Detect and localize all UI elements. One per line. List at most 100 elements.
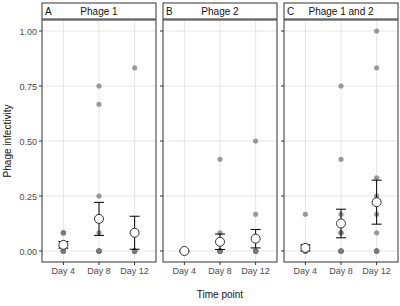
point [253, 248, 258, 253]
error-cap [372, 224, 382, 225]
point [253, 248, 258, 253]
marks [300, 28, 381, 253]
point [96, 248, 101, 253]
x-tick [99, 262, 100, 265]
point [253, 248, 258, 253]
marks [58, 65, 139, 253]
mean-point [130, 228, 139, 237]
error-cap [336, 237, 346, 238]
point [253, 248, 258, 253]
error-cap [130, 216, 140, 217]
error-cap [215, 234, 225, 235]
point [253, 248, 258, 253]
y-tick [39, 141, 42, 142]
point [96, 102, 101, 107]
point [338, 83, 343, 88]
grid-line-x [134, 20, 135, 262]
error-bar [372, 180, 382, 224]
plot-frame [284, 20, 398, 262]
point [132, 65, 137, 70]
plot-frame [163, 20, 277, 262]
y-tick [160, 251, 163, 252]
mean-point [216, 237, 225, 246]
error-cap [215, 249, 225, 250]
mean-point [95, 214, 104, 223]
point [374, 248, 379, 253]
grid-line-x [184, 20, 185, 262]
mean-point [372, 198, 381, 207]
figure: APhage 10.000.250.500.751.00Day 4Day 8Da… [0, 0, 400, 306]
y-tick [281, 196, 284, 197]
error-cap [94, 202, 104, 203]
y-tick [281, 141, 284, 142]
point [374, 175, 379, 180]
point [374, 248, 379, 253]
y-tick-label: 0.00 [19, 247, 37, 257]
point [96, 193, 101, 198]
point [253, 212, 258, 217]
error-cap [372, 180, 382, 181]
y-tick [160, 86, 163, 87]
marks [179, 138, 260, 255]
error-bar [251, 229, 261, 247]
point [61, 230, 66, 235]
point [61, 230, 66, 235]
y-tick [39, 196, 42, 197]
grid-line-x [99, 20, 100, 262]
mean-point [337, 219, 346, 228]
panel: APhage 10.000.250.500.751.00Day 4Day 8Da… [2, 3, 156, 276]
point [338, 248, 343, 253]
x-tick [305, 262, 306, 265]
error-bar [336, 209, 346, 238]
point [61, 230, 66, 235]
y-tick [281, 31, 284, 32]
strip-title: Phage 2 [201, 6, 239, 17]
point [338, 248, 343, 253]
point [338, 157, 343, 162]
panel-label: C [287, 6, 294, 17]
y-tick [39, 86, 42, 87]
point [374, 248, 379, 253]
strip [163, 3, 277, 19]
point [253, 248, 258, 253]
point [338, 248, 343, 253]
error-cap [251, 229, 261, 230]
x-tick [376, 262, 377, 265]
x-tick-label: Day 8 [208, 266, 232, 276]
point [96, 248, 101, 253]
error-cap [251, 247, 261, 248]
x-tick-label: Day 8 [329, 266, 353, 276]
x-tick-label: Day 8 [87, 266, 111, 276]
point [96, 83, 101, 88]
grid-line-x [305, 20, 306, 262]
error-bar [94, 202, 104, 235]
point [374, 248, 379, 253]
y-tick-label: 0.75 [19, 82, 37, 92]
strip-title: Phage 1 and 2 [308, 6, 373, 17]
y-tick-label: 1.00 [19, 27, 37, 37]
point [338, 248, 343, 253]
point [96, 248, 101, 253]
y-tick [160, 31, 163, 32]
panel: BPhage 2Day 4Day 8Day 12Time point [160, 3, 277, 300]
x-tick-label: Day 12 [241, 266, 270, 276]
point [96, 248, 101, 253]
panel-label: B [166, 6, 173, 17]
x-tick [220, 262, 221, 265]
point [374, 248, 379, 253]
point [61, 230, 66, 235]
point [253, 138, 258, 143]
point [338, 248, 343, 253]
grid-line-x [63, 20, 64, 262]
y-axis-title: Phage infectivity [2, 105, 13, 178]
error-cap [336, 209, 346, 210]
point [253, 248, 258, 253]
point [374, 65, 379, 70]
mean-point [251, 234, 260, 243]
grid-line-x [220, 20, 221, 262]
point [303, 212, 308, 217]
point [96, 248, 101, 253]
x-tick-label: Day 4 [52, 266, 76, 276]
point [96, 248, 101, 253]
error-cap [130, 249, 140, 250]
